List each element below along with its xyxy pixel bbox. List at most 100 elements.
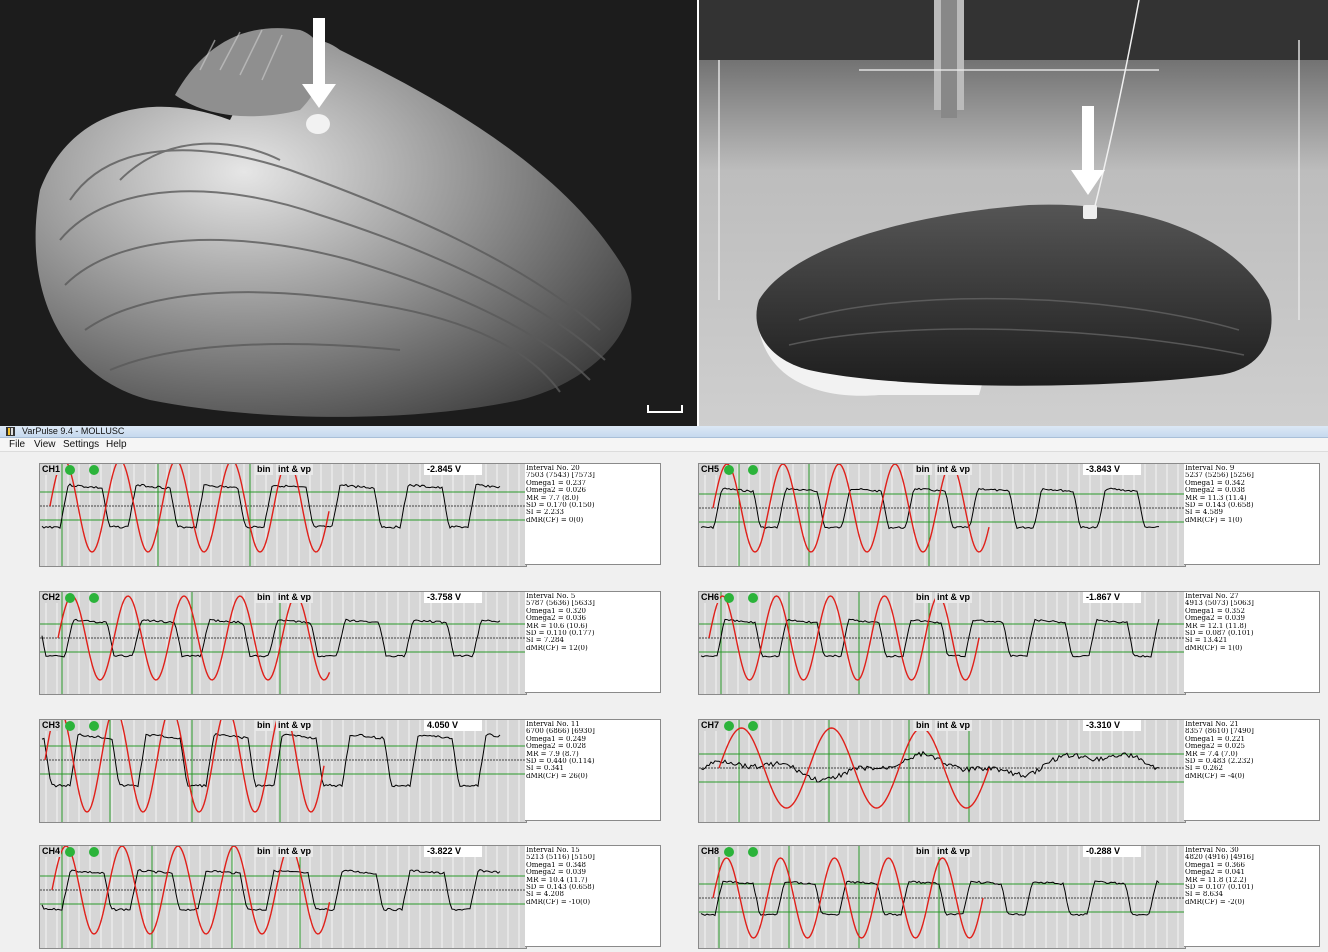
channel-panel-ch7: CH7 bin int & vp -3.310 V Interval No. 2… (698, 719, 1322, 823)
stats-line: SI = 13.421 (1185, 637, 1228, 645)
status-led-1 (724, 593, 734, 603)
stats-line: dMR(CF) = 12(0) (526, 644, 588, 652)
stats-panel: Interval No. 11 6700 (6866) [6930] Omega1 … (525, 719, 661, 821)
int-vp-toggle[interactable]: int & vp (276, 720, 313, 731)
waveform-svg (40, 846, 526, 948)
reference-sine-trace (51, 846, 331, 935)
int-vp-toggle[interactable]: int & vp (935, 592, 972, 603)
voltage-readout: 4.050 V (424, 720, 482, 731)
stats-panel: Interval No. 30 4820 (4916) [4916] Omega1 … (1184, 845, 1320, 947)
menu-view[interactable]: View (34, 439, 56, 450)
bin-toggle[interactable]: bin (914, 720, 932, 731)
stats-line: SD = 0.483 (2.232) (1185, 758, 1254, 766)
int-vp-toggle[interactable]: int & vp (276, 592, 313, 603)
stats-line: Omega1 = 0.348 (526, 861, 586, 869)
bin-toggle[interactable]: bin (914, 464, 932, 475)
stats-line: SI = 8.634 (1185, 891, 1223, 899)
stats-line: dMR(CF) = 1(0) (1185, 644, 1243, 652)
stats-line: Omega1 = 0.237 (526, 479, 586, 487)
int-vp-toggle[interactable]: int & vp (276, 464, 313, 475)
bin-toggle[interactable]: bin (914, 592, 932, 603)
int-vp-toggle[interactable]: int & vp (935, 720, 972, 731)
channel-panel-ch3: CH3 bin int & vp 4.050 V Interval No. 11… (39, 719, 663, 823)
voltage-readout: -3.758 V (424, 592, 482, 603)
stats-line: Omega1 = 0.352 (1185, 607, 1245, 615)
stats-line: dMR(CF) = -4(0) (1185, 772, 1245, 780)
stats-line: MR = 11.3 (11.4) (1185, 494, 1247, 502)
stats-line: Omega2 = 0.039 (1185, 615, 1245, 623)
stats-line: dMR(CF) = 0(0) (526, 516, 584, 524)
mussel-shell-photo (0, 0, 697, 428)
channel-panel-ch8: CH8 bin int & vp -0.288 V Interval No. 3… (698, 845, 1322, 949)
stats-line: dMR(CF) = -2(0) (1185, 898, 1245, 906)
waveform-plot[interactable]: CH6 bin int & vp -1.867 V (698, 591, 1186, 695)
stats-line: Omega2 = 0.041 (1185, 869, 1245, 877)
waveform-svg (699, 720, 1185, 822)
waveform-plot[interactable]: CH5 bin int & vp -3.843 V (698, 463, 1186, 567)
waveform-plot[interactable]: CH1 bin int & vp -2.845 V (39, 463, 527, 567)
channel-label: CH3 (41, 720, 62, 731)
status-led-2 (748, 721, 758, 731)
voltage-readout: -1.867 V (1083, 592, 1141, 603)
voltage-readout: -3.822 V (424, 846, 482, 857)
stats-line: SD = 0.143 (0.658) (1185, 502, 1254, 510)
window-title: VarPulse 9.4 - MOLLUSC (22, 426, 125, 436)
stats-line: Omega2 = 0.026 (526, 487, 586, 495)
pulse-trace (700, 487, 1159, 530)
menu-help[interactable]: Help (106, 439, 127, 450)
stats-line: MR = 11.8 (12.2) (1185, 876, 1247, 884)
waveform-plot[interactable]: CH7 bin int & vp -3.310 V (698, 719, 1186, 823)
stats-line: 4820 (4916) [4916] (1185, 854, 1254, 862)
menu-file[interactable]: File (9, 439, 26, 450)
bin-toggle[interactable]: bin (255, 846, 273, 857)
int-vp-toggle[interactable]: int & vp (935, 846, 972, 857)
reference-sine-trace (712, 857, 984, 939)
stats-line: Omega1 = 0.249 (526, 735, 586, 743)
reference-sine-trace (718, 727, 990, 809)
stats-line: 8357 (8610) [7490] (1185, 728, 1254, 736)
waveform-svg (40, 592, 526, 694)
bin-toggle[interactable]: bin (255, 464, 273, 475)
int-vp-toggle[interactable]: int & vp (276, 846, 313, 857)
pulse-trace (41, 869, 501, 912)
stats-line: Interval No. 9 (1185, 465, 1235, 472)
menu-settings[interactable]: Settings (63, 439, 100, 450)
stats-line: 5213 (5116) [5150] (526, 854, 595, 862)
channel-label: CH7 (700, 720, 721, 731)
bin-toggle[interactable]: bin (255, 592, 273, 603)
stats-line: SI = 2.233 (526, 509, 564, 517)
bin-toggle[interactable]: bin (914, 846, 932, 857)
stats-panel: Interval No. 21 8357 (8610) [7490] Omega1 … (1184, 719, 1320, 821)
stats-line: Omega2 = 0.028 (526, 743, 586, 751)
channel-panel-ch1: CH1 bin int & vp -2.845 V Interval No. 2… (39, 463, 663, 567)
pulse-trace (41, 483, 501, 529)
status-led-2 (89, 721, 99, 731)
stats-line: MR = 7.4 (7.0) (1185, 750, 1238, 758)
stats-panel: Interval No. 9 5237 (5256) [5256] Omega1 =… (1184, 463, 1320, 565)
channel-panel-ch2: CH2 bin int & vp -3.758 V Interval No. 5… (39, 591, 663, 695)
waveform-plot[interactable]: CH8 bin int & vp -0.288 V (698, 845, 1186, 949)
reference-sine-trace (57, 595, 331, 681)
pulse-trace (41, 732, 501, 788)
status-led-1 (65, 593, 75, 603)
mussel-aquarium-photo (699, 0, 1328, 428)
stats-line: Omega1 = 0.221 (1185, 735, 1245, 743)
bin-toggle[interactable]: bin (255, 720, 273, 731)
waveform-svg (699, 846, 1185, 948)
waveform-plot[interactable]: CH2 bin int & vp -3.758 V (39, 591, 527, 695)
stats-line: MR = 7.9 (8.7) (526, 750, 579, 758)
channel-label: CH6 (700, 592, 721, 603)
stats-line: Interval No. 30 (1185, 847, 1239, 854)
stats-line: Omega2 = 0.025 (1185, 743, 1245, 751)
status-led-2 (89, 465, 99, 475)
waveform-plot[interactable]: CH4 bin int & vp -3.822 V (39, 845, 527, 949)
stats-line: SD = 0.440 (0.114) (526, 758, 595, 766)
int-vp-toggle[interactable]: int & vp (935, 464, 972, 475)
status-led-1 (65, 465, 75, 475)
waveform-plot[interactable]: CH3 bin int & vp 4.050 V (39, 719, 527, 823)
pulse-trace (700, 618, 1160, 658)
stats-line: SI = 4.589 (1185, 509, 1223, 517)
voltage-readout: -3.843 V (1083, 464, 1141, 475)
status-led-1 (65, 847, 75, 857)
status-led-1 (724, 721, 734, 731)
